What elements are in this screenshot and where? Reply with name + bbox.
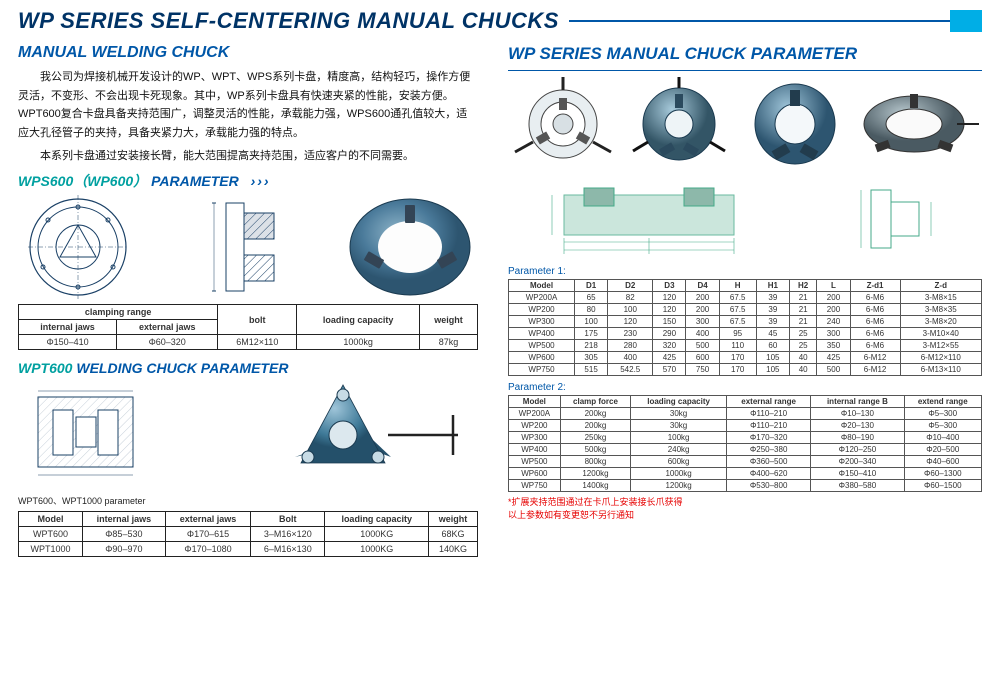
right-heading: WP SERIES MANUAL CHUCK PARAMETER xyxy=(508,44,982,64)
th2-ext: external jaws xyxy=(165,512,250,527)
wpt-note: WPT600、WPT1000 parameter xyxy=(18,494,478,507)
side-diagram xyxy=(836,180,956,260)
page-banner: WP SERIES SELF-CENTERING MANUAL CHUCKS xyxy=(18,8,982,34)
th: D4 xyxy=(686,280,719,292)
td-ext: Φ60–320 xyxy=(117,335,218,350)
th: external range xyxy=(726,396,810,408)
left-column: MANUAL WELDING CHUCK 我公司为焊接机械开发设计的WP、WPT… xyxy=(18,44,478,557)
footnote-line2: 以上参数如有变更恕不另行通知 xyxy=(508,509,982,522)
intro-paragraph-2: 本系列卡盘通过安装接长臂，能大范围提高夹持范围，适应客户的不同需要。 xyxy=(18,147,478,166)
param2-label: Parameter 2: xyxy=(508,382,982,393)
th: loading capacity xyxy=(631,396,727,408)
chuck-photo-2 xyxy=(627,77,732,172)
th2-wt: weight xyxy=(429,512,478,527)
right-column: WP SERIES MANUAL CHUCK PARAMETER xyxy=(508,44,982,557)
wpt-table: Model internal jaws external jaws Bolt l… xyxy=(18,511,478,557)
th: L xyxy=(817,280,850,292)
wps600-table: clamping range bolt loading capacity wei… xyxy=(18,304,478,350)
wpt600-photo xyxy=(248,380,478,490)
chuck-photo-1 xyxy=(511,77,616,172)
table-row: WP300250kg100kgΦ170–320Φ80–190Φ10–400 xyxy=(509,432,982,444)
table-row: WP30010012015030067.539212406-M63-M8×20 xyxy=(509,316,982,328)
table-row: WP50021828032050011060253506-M63-M12×55 xyxy=(509,340,982,352)
banner-accent-block xyxy=(950,10,982,32)
banner-title: WP SERIES SELF-CENTERING MANUAL CHUCKS xyxy=(18,8,559,34)
th-external: external jaws xyxy=(117,320,218,335)
th: Z-d xyxy=(900,280,981,292)
th: H1 xyxy=(756,280,789,292)
arrows-icon: ››› xyxy=(251,173,271,189)
table-row: WPT600 Φ85–530 Φ170–615 3–M16×120 1000KG… xyxy=(19,527,478,542)
dimension-diagrams xyxy=(508,180,982,260)
left-heading: MANUAL WELDING CHUCK xyxy=(18,44,478,62)
parameter1-table: ModelD1D2D3D4HH1H2LZ-d1Z-dWP200A65821202… xyxy=(508,279,982,376)
th: extend range xyxy=(904,396,982,408)
table-row: WP7501400kg1200kgΦ530–800Φ380–580Φ60–150… xyxy=(509,480,982,492)
th: D3 xyxy=(653,280,686,292)
table-row: WPT1000 Φ90–970 Φ170–1080 6–M16×130 1000… xyxy=(19,542,478,557)
wpt600-figures xyxy=(18,380,478,490)
footnote: *扩展夹持范围通过在卡爪上安装接长爪获得 以上参数如有变更恕不另行通知 xyxy=(508,496,982,521)
th: Z-d1 xyxy=(850,280,900,292)
th-clamping-range: clamping range xyxy=(19,305,218,320)
th2-int: internal jaws xyxy=(82,512,165,527)
th: Model xyxy=(509,396,561,408)
param1-label: Parameter 1: xyxy=(508,266,982,277)
th2-bolt: Bolt xyxy=(251,512,325,527)
banner-rule xyxy=(569,20,950,22)
th: D2 xyxy=(608,280,653,292)
th: H2 xyxy=(789,280,817,292)
table-row: WP2008010012020067.539212006-M63-M8×35 xyxy=(509,304,982,316)
table-row: WP200A200kg30kgΦ110–210Φ10–130Φ5–300 xyxy=(509,408,982,420)
table-row: WP750515542.5570750170105405006-M126-M13… xyxy=(509,364,982,376)
wps600-photo xyxy=(343,195,478,300)
th: Model xyxy=(509,280,575,292)
wps600-figures xyxy=(18,195,478,300)
table-row: WP4001752302904009545253006-M63-M10×40 xyxy=(509,328,982,340)
wps600-section-diagram xyxy=(206,195,286,300)
chuck-photo-3 xyxy=(743,77,848,172)
wpt600-label: WPT600 xyxy=(18,360,72,376)
intro-paragraph-1: 我公司为焊接机械开发设计的WP、WPT、WPS系列卡盘，精度高，结构轻巧，操作方… xyxy=(18,68,478,143)
th: H xyxy=(719,280,756,292)
wps600-front-diagram xyxy=(18,195,148,300)
table-row: WP600305400425600170105404256-M126-M12×1… xyxy=(509,352,982,364)
th-internal: internal jaws xyxy=(19,320,117,335)
td-bolt: 6M12×110 xyxy=(218,335,297,350)
td-load: 1000kg xyxy=(297,335,420,350)
table-row: WP200A658212020067.539212006-M63-M8×15 xyxy=(509,292,982,304)
th-bolt: bolt xyxy=(218,305,297,335)
chuck-photo-4 xyxy=(859,77,979,172)
wpt600-heading: WPT600 WELDING CHUCK PARAMETER xyxy=(18,360,478,376)
section-diagram xyxy=(534,180,764,260)
parameter2-table: Modelclamp forceloading capacityexternal… xyxy=(508,395,982,492)
th-loading: loading capacity xyxy=(297,305,420,335)
table-row: WP500800kg600kgΦ360–500Φ200–340Φ40–600 xyxy=(509,456,982,468)
td-int: Φ150–410 xyxy=(19,335,117,350)
chuck-photos-row xyxy=(508,77,982,172)
th2-load: loading capacity xyxy=(325,512,429,527)
wpt600-diagram xyxy=(18,385,153,485)
footnote-line1: *扩展夹持范围通过在卡爪上安装接长爪获得 xyxy=(508,496,982,509)
th2-model: Model xyxy=(19,512,83,527)
wps600-label: WPS600（WP600） xyxy=(18,173,147,189)
table-row: WP6001200kg1000kgΦ400–620Φ150–410Φ60–130… xyxy=(509,468,982,480)
parameter-label: PARAMETER xyxy=(151,173,239,189)
right-rule xyxy=(508,70,982,71)
td-wt: 87kg xyxy=(420,335,478,350)
wps600-heading: WPS600（WP600） PARAMETER ››› xyxy=(18,171,478,191)
th: internal range B xyxy=(811,396,904,408)
table-row: WP400500kg240kgΦ250–380Φ120–250Φ20–500 xyxy=(509,444,982,456)
wpt600-param-label: WELDING CHUCK PARAMETER xyxy=(76,360,288,376)
th-weight: weight xyxy=(420,305,478,335)
th: clamp force xyxy=(560,396,631,408)
table-row: WP200200kg30kgΦ110–210Φ20–130Φ5–300 xyxy=(509,420,982,432)
th: D1 xyxy=(575,280,608,292)
